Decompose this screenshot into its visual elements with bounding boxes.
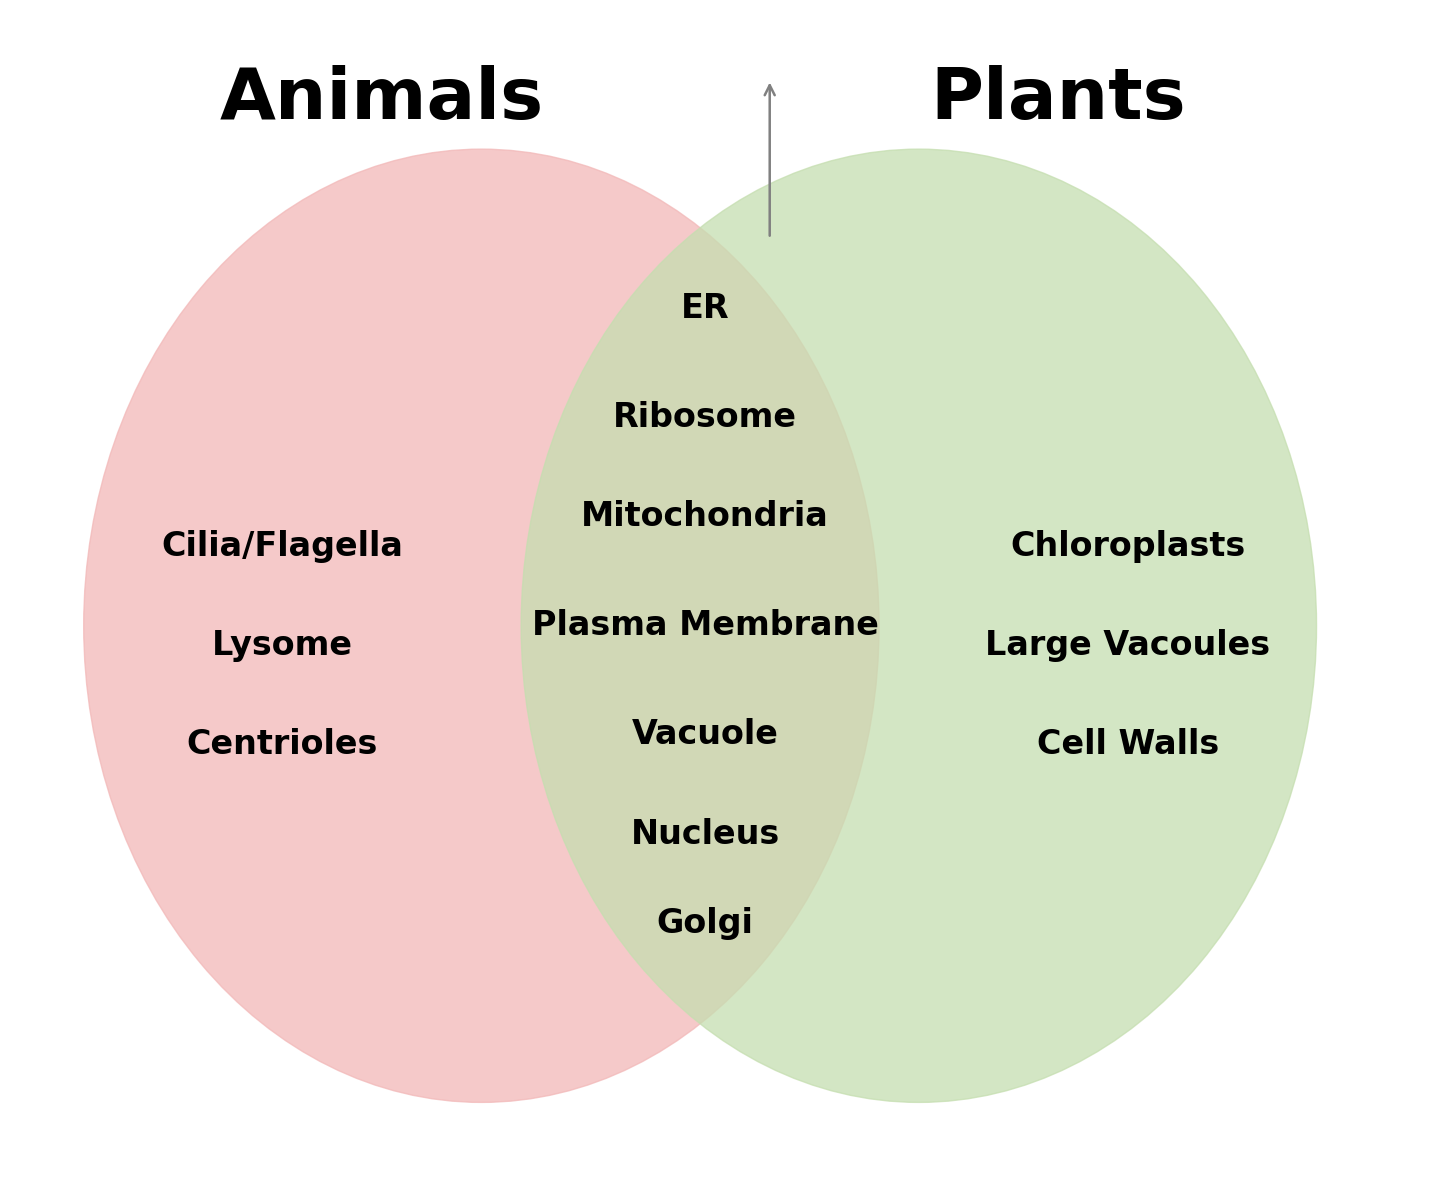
Text: Cilia/Flagella: Cilia/Flagella — [161, 530, 403, 563]
Text: Mitochondria: Mitochondria — [582, 500, 829, 533]
Ellipse shape — [521, 149, 1316, 1103]
Text: Lysome: Lysome — [212, 629, 353, 662]
Text: Cell Walls: Cell Walls — [1037, 728, 1218, 761]
Ellipse shape — [84, 149, 878, 1103]
Text: Vacuole: Vacuole — [632, 719, 779, 752]
Text: Large Vacoules: Large Vacoules — [985, 629, 1270, 662]
Text: Chloroplasts: Chloroplasts — [1009, 530, 1246, 563]
Text: Ribosome: Ribosome — [613, 401, 798, 434]
Text: Plasma Membrane: Plasma Membrane — [531, 610, 878, 643]
Text: Nucleus: Nucleus — [631, 818, 779, 850]
Text: Centrioles: Centrioles — [187, 728, 379, 761]
Text: Animals: Animals — [220, 65, 544, 134]
Text: ER: ER — [681, 292, 730, 325]
Text: Golgi: Golgi — [657, 907, 753, 940]
Text: Plants: Plants — [930, 65, 1187, 134]
